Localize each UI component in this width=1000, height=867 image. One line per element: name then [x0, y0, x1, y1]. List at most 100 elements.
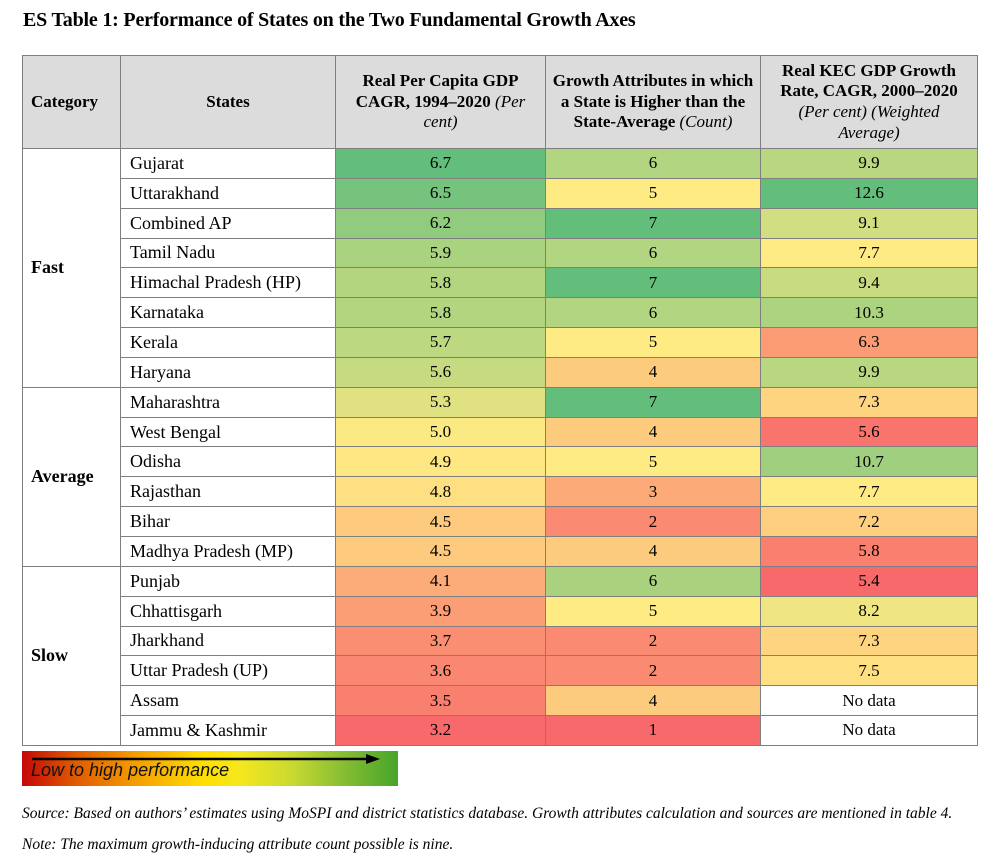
gdp-value-cell: 5.3: [335, 386, 546, 418]
category-cell: Fast: [22, 148, 121, 388]
kec-value-cell: 12.6: [760, 177, 978, 209]
table-row: Uttarakhand 6.5 5 12.6: [23, 177, 978, 209]
column-header-label: Real Per Capita GDP CAGR, 1994–2020: [355, 70, 519, 111]
table-row: West Bengal 5.0 4 5.6: [23, 416, 978, 448]
table-row: Jammu & Kashmir 3.2 1 No data: [23, 715, 978, 746]
count-value-cell: 2: [545, 506, 761, 537]
gdp-value-cell: 6.2: [335, 207, 546, 239]
legend-arrow-icon: [32, 754, 380, 764]
kec-value-cell: No data: [760, 685, 978, 717]
kec-value-cell: 6.3: [760, 327, 978, 358]
state-cell: Karnataka: [120, 297, 336, 329]
note-line: Note: The maximum growth-inducing attrib…: [22, 836, 454, 853]
gdp-value-cell: 4.1: [335, 565, 546, 597]
state-cell: Himachal Pradesh (HP): [120, 267, 336, 299]
gdp-value-cell: 3.2: [335, 715, 546, 746]
count-value-cell: 1: [545, 715, 761, 746]
count-value-cell: 5: [545, 177, 761, 209]
count-value-cell: 5: [545, 595, 761, 627]
header-row: Category States Real Per Capita GDP CAGR, …: [22, 55, 978, 149]
kec-value-cell: 7.3: [760, 386, 978, 418]
gdp-value-cell: 5.0: [335, 416, 546, 448]
count-value-cell: 6: [545, 148, 761, 179]
table-row: Tamil Nadu 5.9 6 7.7: [23, 237, 978, 269]
state-cell: Tamil Nadu: [120, 237, 336, 269]
table-title: ES Table 1: Performance of States on the…: [23, 9, 636, 31]
table-row: Odisha 4.9 5 10.7: [23, 446, 978, 478]
state-cell: Jammu & Kashmir: [120, 715, 336, 746]
gdp-value-cell: 3.5: [335, 685, 546, 717]
state-cell: Jharkhand: [120, 625, 336, 657]
table-row: Fast Gujarat 6.7 6 9.9: [22, 148, 978, 388]
table-row: Madhya Pradesh (MP) 4.5 4 5.8: [23, 535, 978, 567]
state-cell: West Bengal: [120, 416, 336, 448]
state-cell: Haryana: [120, 356, 336, 388]
state-cell: Uttarakhand: [120, 177, 336, 209]
kec-value-cell: 9.9: [760, 148, 978, 179]
gdp-value-cell: 3.9: [335, 595, 546, 627]
count-value-cell: 4: [545, 356, 761, 388]
count-value-cell: 7: [545, 267, 761, 299]
gdp-value-cell: 5.7: [335, 327, 546, 358]
count-value-cell: 4: [545, 685, 761, 717]
gdp-value-cell: 6.5: [335, 177, 546, 209]
table-row: Haryana 5.6 4 9.9: [23, 356, 978, 388]
table-row: Rajasthan 4.8 3 7.7: [23, 476, 978, 508]
state-cell: Maharashtra: [120, 386, 336, 418]
column-header-label: Real KEC GDP Growth Rate, CAGR, 2000–202…: [780, 60, 958, 101]
state-cell: Gujarat: [120, 148, 336, 179]
count-value-cell: 7: [545, 386, 761, 418]
count-value-cell: 6: [545, 297, 761, 329]
state-cell: Uttar Pradesh (UP): [120, 655, 336, 687]
table-row: Bihar 4.5 2 7.2: [23, 506, 978, 537]
state-cell: Kerala: [120, 327, 336, 358]
kec-value-cell: No data: [760, 715, 978, 746]
count-value-cell: 2: [545, 655, 761, 687]
performance-legend: Low to high performance: [22, 751, 398, 786]
state-cell: Odisha: [120, 446, 336, 478]
gdp-value-cell: 4.8: [335, 476, 546, 508]
table-row: Karnataka 5.8 6 10.3: [23, 297, 978, 329]
kec-value-cell: 8.2: [760, 595, 978, 627]
column-header-label: States: [206, 91, 250, 111]
col-header-kec-gdp: Real KEC GDP Growth Rate, CAGR, 2000–202…: [760, 55, 978, 149]
state-cell: Chhattisgarh: [120, 595, 336, 627]
gdp-value-cell: 4.5: [335, 506, 546, 537]
kec-value-cell: 9.1: [760, 207, 978, 239]
kec-value-cell: 5.4: [760, 565, 978, 597]
count-value-cell: 6: [545, 237, 761, 269]
table-row: Assam 3.5 4 No data: [23, 685, 978, 717]
table-row: Uttar Pradesh (UP) 3.6 2 7.5: [23, 655, 978, 687]
kec-value-cell: 10.7: [760, 446, 978, 478]
table-row: Chhattisgarh 3.9 5 8.2: [23, 595, 978, 627]
gdp-value-cell: 4.9: [335, 446, 546, 478]
count-value-cell: 6: [545, 565, 761, 597]
gdp-value-cell: 5.8: [335, 267, 546, 299]
column-header-subtitle: (Per cent): [423, 91, 526, 132]
gdp-value-cell: 5.8: [335, 297, 546, 329]
column-header-subtitle: (Per cent) (Weighted Average): [798, 102, 940, 142]
state-cell: Assam: [120, 685, 336, 717]
count-value-cell: 3: [545, 476, 761, 508]
state-cell: Punjab: [120, 565, 336, 597]
category-cell: Average: [22, 386, 121, 567]
col-header-gdp-cagr: Real Per Capita GDP CAGR, 1994–2020 (Per…: [335, 55, 546, 149]
gdp-value-cell: 6.7: [335, 148, 546, 179]
gdp-value-cell: 3.6: [335, 655, 546, 687]
performance-table: Category States Real Per Capita GDP CAGR, …: [22, 55, 978, 746]
count-value-cell: 4: [545, 416, 761, 448]
kec-value-cell: 10.3: [760, 297, 978, 329]
gdp-value-cell: 5.9: [335, 237, 546, 269]
column-header-subtitle: (Count): [679, 112, 733, 132]
count-value-cell: 5: [545, 446, 761, 478]
gdp-value-cell: 4.5: [335, 535, 546, 567]
count-value-cell: 5: [545, 327, 761, 358]
col-header-growth-attributes: Growth Attributes in which a State is Hi…: [545, 55, 761, 149]
kec-value-cell: 5.8: [760, 535, 978, 567]
legend-label: Low to high performance: [31, 760, 230, 780]
column-header-label: Growth Attributes in which a State is Hi…: [552, 70, 754, 132]
kec-value-cell: 9.4: [760, 267, 978, 299]
count-value-cell: 2: [545, 625, 761, 657]
kec-value-cell: 9.9: [760, 356, 978, 388]
